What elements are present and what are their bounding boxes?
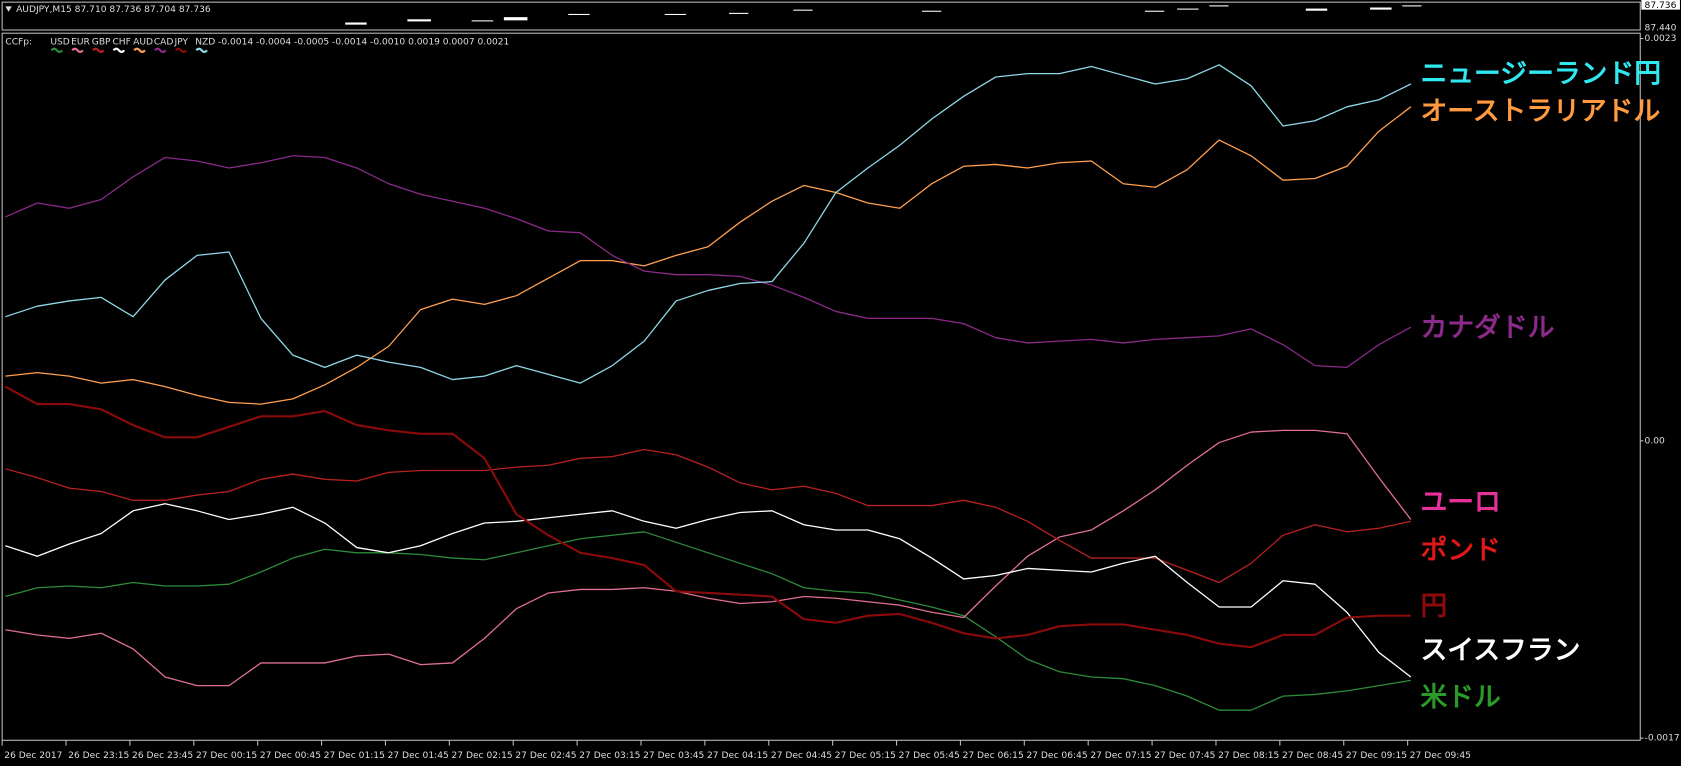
- currency-annotation: ニュージーランド円: [1420, 58, 1661, 89]
- legend-label: JPY: [174, 37, 189, 47]
- price-highlight: [1641, 0, 1680, 10]
- currency-annotation: スイスフラン: [1420, 635, 1580, 666]
- legend-label: EUR: [71, 37, 90, 47]
- legend-label: NZD: [195, 37, 215, 47]
- x-tick-label: 27 Dec 04:15: [707, 751, 768, 761]
- legend-label: CAD: [154, 37, 174, 47]
- currency-annotation: カナダドル: [1420, 311, 1554, 343]
- indicator-panel-frame: [1, 32, 1641, 741]
- x-tick-label: 27 Dec 00:15: [196, 751, 257, 761]
- price-bar: [1177, 8, 1199, 10]
- x-tick-label: 27 Dec 08:15: [1218, 751, 1279, 761]
- legend-title: CCFp:: [5, 37, 32, 47]
- legend-swatch: [195, 47, 208, 54]
- price-bars: [345, 5, 1422, 25]
- legend-label: GBP: [92, 37, 111, 47]
- series-line: [5, 531, 1411, 711]
- y-tick-label: 0.00: [1645, 436, 1665, 446]
- x-tick-label: 27 Dec 04:45: [771, 751, 832, 761]
- series-line: [5, 429, 1412, 687]
- price-bar: [568, 13, 590, 15]
- x-tick-label: 27 Dec 05:15: [835, 751, 896, 761]
- x-tick-label: 27 Dec 06:45: [1026, 751, 1087, 761]
- currency-annotation: オーストラリアドル: [1420, 96, 1660, 127]
- y-tick-label: 0.0023: [1645, 34, 1677, 44]
- x-tick-label: 27 Dec 03:45: [643, 751, 704, 761]
- legend-swatch: [71, 47, 84, 54]
- price-bar: [1209, 5, 1229, 7]
- series-line: [5, 106, 1412, 405]
- price-bar: [729, 12, 749, 14]
- price-bar: [1402, 5, 1422, 7]
- currency-annotation: 米ドル: [1420, 682, 1501, 713]
- legend-readout: -0.0014 -0.0004 -0.0005 -0.0014 -0.0010 …: [218, 37, 509, 47]
- legend-swatch: [154, 47, 167, 54]
- x-tick-label: 27 Dec 00:45: [260, 751, 321, 761]
- x-tick-label: 27 Dec 02:45: [515, 751, 576, 761]
- price-bar: [471, 20, 494, 22]
- series-line: [5, 448, 1411, 584]
- price-bar: [921, 10, 942, 12]
- collapse-arrow[interactable]: [5, 6, 12, 12]
- price-bar: [793, 9, 813, 11]
- legend-swatch: [112, 47, 126, 54]
- legend-label: USD: [50, 37, 69, 47]
- x-tick-label: 27 Dec 07:15: [1090, 751, 1151, 761]
- x-tick-label: 26 Dec 23:45: [132, 751, 193, 761]
- x-tick-label: 26 Dec 2017: [4, 751, 62, 761]
- price-bar: [503, 17, 528, 21]
- series-line: [5, 503, 1412, 678]
- y-tick-label: -0.0017: [1645, 734, 1680, 744]
- legend-swatch: [50, 47, 64, 54]
- x-tick-label: 27 Dec 07:45: [1154, 751, 1215, 761]
- price-bar: [1370, 7, 1392, 10]
- currency-annotation: ユーロ: [1420, 487, 1500, 518]
- legend-swatch: [92, 47, 105, 54]
- series-line: [4, 385, 1411, 649]
- x-tick-label: 27 Dec 09:45: [1410, 751, 1471, 761]
- legend-label: CHF: [112, 37, 130, 47]
- x-tick-label: 27 Dec 08:45: [1282, 751, 1343, 761]
- price-bar: [407, 19, 431, 22]
- price-panel-frame: [1, 1, 1641, 31]
- price-bar: [345, 22, 367, 25]
- legend-swatch: [174, 47, 188, 54]
- price-bar: [1305, 8, 1328, 11]
- x-tick-label: 27 Dec 02:15: [451, 751, 512, 761]
- symbol-header: AUDJPY,M15 87.710 87.736 87.704 87.736: [16, 5, 211, 15]
- price-label: 87.440: [1645, 23, 1677, 33]
- x-tick-label: 27 Dec 09:15: [1346, 751, 1407, 761]
- legend-swatch: [133, 47, 146, 54]
- series-line: [5, 64, 1412, 384]
- currency-annotation: 円: [1420, 591, 1447, 622]
- x-tick-label: 27 Dec 03:15: [579, 751, 640, 761]
- legend-label: AUD: [133, 37, 153, 47]
- x-tick-label: 27 Dec 06:15: [963, 751, 1024, 761]
- series-line: [5, 155, 1412, 369]
- x-tick-label: 26 Dec 23:15: [68, 751, 129, 761]
- price-bar: [664, 13, 687, 15]
- price-bar: [1144, 10, 1165, 12]
- x-tick-label: 27 Dec 01:45: [388, 751, 449, 761]
- x-tick-label: 27 Dec 05:45: [899, 751, 960, 761]
- price-label: 87.736: [1645, 1, 1677, 11]
- currency-annotation: ポンド: [1420, 535, 1500, 566]
- x-tick-label: 27 Dec 01:15: [324, 751, 385, 761]
